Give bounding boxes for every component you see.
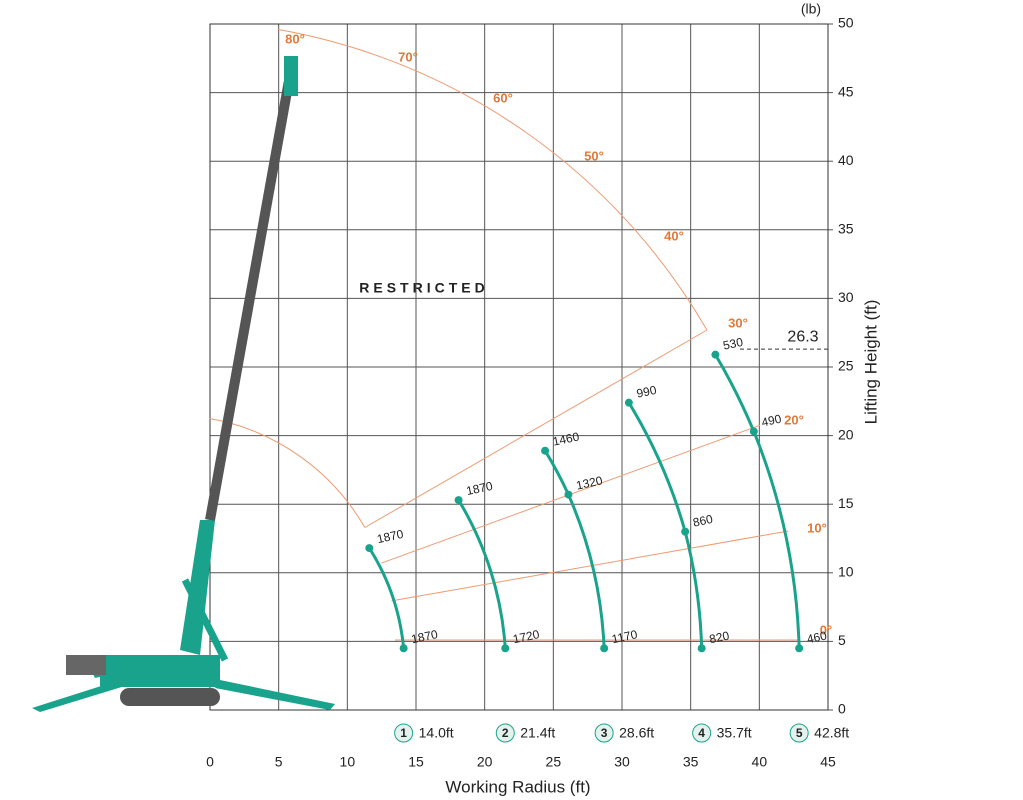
- x-tick-label: 15: [408, 754, 424, 770]
- inner-envelope: [208, 417, 366, 528]
- boom-length: 35.7ft: [717, 725, 752, 741]
- load-label: 530: [722, 335, 745, 353]
- boom-length: 28.6ft: [619, 725, 654, 741]
- load-point: [749, 427, 758, 436]
- boom-length: 42.8ft: [814, 725, 849, 741]
- angle-label: 20°: [784, 412, 804, 427]
- outer-envelope: [277, 28, 708, 331]
- unit-label: (lb): [801, 1, 821, 17]
- boom-badge: [692, 723, 712, 743]
- load-label: 820: [708, 628, 731, 646]
- angle-line: [364, 329, 708, 528]
- load-label: 1460: [551, 429, 580, 448]
- load-point: [501, 644, 510, 653]
- boom-number: 3: [601, 726, 608, 740]
- y-tick-label: 20: [838, 426, 854, 442]
- angle-label: 50°: [584, 148, 604, 163]
- y-tick-label: 45: [838, 83, 854, 99]
- y-tick-label: 30: [838, 289, 854, 305]
- y-axis-title: Lifting Height (ft): [861, 300, 880, 425]
- outrigger: [215, 680, 335, 710]
- boom: [205, 74, 295, 521]
- angle-label: 60°: [493, 90, 513, 105]
- boom-badge: [594, 723, 614, 743]
- load-label: 1170: [611, 627, 639, 646]
- x-tick-label: 0: [206, 754, 214, 770]
- y-tick-label: 5: [838, 632, 846, 648]
- boom-number: 5: [796, 726, 803, 740]
- envelope: [208, 28, 828, 641]
- load-marks: [365, 350, 804, 653]
- boom-arc: [368, 547, 406, 649]
- x-tick-label: 45: [820, 754, 836, 770]
- y-tick-label: 25: [838, 358, 854, 374]
- boom-arc: [714, 353, 801, 649]
- load-point: [681, 527, 690, 536]
- boom-length: 14.0ft: [419, 725, 454, 741]
- angle-label: 70°: [398, 49, 418, 64]
- load-label: 1720: [512, 627, 541, 646]
- load-label: 1870: [410, 627, 439, 646]
- outrigger: [32, 680, 125, 712]
- y-tick-label: 35: [838, 221, 854, 237]
- angle-label: 40°: [664, 228, 684, 243]
- reference-label: 26.3: [787, 328, 818, 345]
- boom-badge: [789, 723, 809, 743]
- boom-number: 1: [400, 726, 407, 740]
- load-label: 1320: [575, 473, 604, 492]
- boom-arc: [457, 499, 507, 649]
- boom-number: 4: [698, 726, 705, 740]
- load-label: 1870: [465, 479, 494, 498]
- load-label: 1870: [376, 527, 405, 546]
- y-tick-label: 40: [838, 152, 854, 168]
- load-label: 490: [760, 412, 783, 430]
- boom-arc: [543, 449, 606, 649]
- angle-label: 0°: [820, 622, 832, 637]
- boom-head: [284, 56, 298, 96]
- boom-badge: [495, 723, 515, 743]
- plot-frame: [209, 23, 829, 711]
- boom-badge: [394, 723, 414, 743]
- x-tick-label: 30: [614, 754, 630, 770]
- y-tick-label: 0: [838, 701, 846, 717]
- load-point: [541, 446, 550, 455]
- x-tick-label: 25: [546, 754, 562, 770]
- load-point: [564, 490, 573, 499]
- load-label: 460: [806, 628, 829, 646]
- load-point: [795, 644, 804, 653]
- angle-label: 30°: [728, 315, 748, 330]
- cylinder: [181, 578, 229, 662]
- boom-number: 2: [502, 726, 509, 740]
- grid: [209, 23, 833, 711]
- load-point: [697, 644, 706, 653]
- x-axis-title: Working Radius (ft): [445, 777, 590, 796]
- body: [100, 655, 220, 687]
- x-tick-label: 10: [340, 754, 356, 770]
- load-point: [624, 398, 633, 407]
- x-tick-label: 35: [683, 754, 699, 770]
- x-tick-label: 20: [477, 754, 493, 770]
- track: [120, 688, 220, 706]
- load-label: 860: [692, 512, 715, 530]
- crane: [32, 56, 335, 712]
- angle-line: [391, 530, 789, 602]
- load-point: [399, 644, 408, 653]
- x-tick-label: 5: [275, 754, 283, 770]
- load-point: [454, 496, 463, 505]
- y-tick-label: 15: [838, 495, 854, 511]
- y-tick-label: 10: [838, 564, 854, 580]
- angle-label: 10°: [807, 520, 827, 535]
- angle-label: 80°: [285, 31, 305, 46]
- restricted-label: RESTRICTED: [359, 280, 488, 296]
- load-point: [365, 544, 374, 553]
- boom-length: 21.4ft: [520, 725, 555, 741]
- load-point: [600, 644, 609, 653]
- engine: [66, 655, 106, 675]
- x-tick-label: 40: [752, 754, 768, 770]
- load-label: 990: [635, 383, 658, 401]
- y-tick-label: 50: [838, 15, 854, 31]
- load-point: [711, 350, 720, 359]
- boom-base: [180, 520, 215, 655]
